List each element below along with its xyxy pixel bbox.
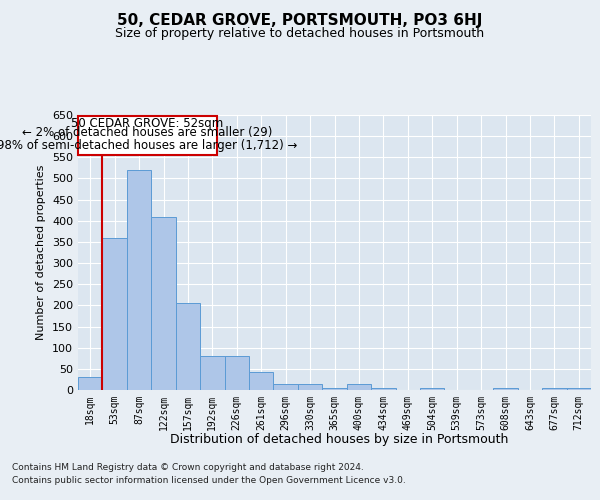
Bar	[493, 388, 518, 390]
Bar	[274, 384, 298, 390]
Bar	[78, 116, 217, 155]
Bar	[151, 216, 176, 390]
Text: 98% of semi-detached houses are larger (1,712) →: 98% of semi-detached houses are larger (…	[0, 139, 298, 152]
Bar	[78, 378, 103, 390]
Bar	[347, 384, 371, 390]
Bar	[542, 388, 566, 390]
Text: Size of property relative to detached houses in Portsmouth: Size of property relative to detached ho…	[115, 28, 485, 40]
Text: Distribution of detached houses by size in Portsmouth: Distribution of detached houses by size …	[170, 432, 508, 446]
Bar	[127, 170, 151, 390]
Bar	[420, 388, 445, 390]
Text: 50 CEDAR GROVE: 52sqm: 50 CEDAR GROVE: 52sqm	[71, 117, 224, 130]
Bar	[249, 372, 274, 390]
Y-axis label: Number of detached properties: Number of detached properties	[37, 165, 46, 340]
Bar	[566, 388, 591, 390]
Bar	[322, 388, 347, 390]
Text: ← 2% of detached houses are smaller (29): ← 2% of detached houses are smaller (29)	[22, 126, 273, 140]
Text: 50, CEDAR GROVE, PORTSMOUTH, PO3 6HJ: 50, CEDAR GROVE, PORTSMOUTH, PO3 6HJ	[118, 12, 482, 28]
Bar	[200, 356, 224, 390]
Text: Contains HM Land Registry data © Crown copyright and database right 2024.: Contains HM Land Registry data © Crown c…	[12, 462, 364, 471]
Text: Contains public sector information licensed under the Open Government Licence v3: Contains public sector information licen…	[12, 476, 406, 485]
Bar	[298, 384, 322, 390]
Bar	[371, 388, 395, 390]
Bar	[103, 238, 127, 390]
Bar	[176, 304, 200, 390]
Bar	[224, 356, 249, 390]
